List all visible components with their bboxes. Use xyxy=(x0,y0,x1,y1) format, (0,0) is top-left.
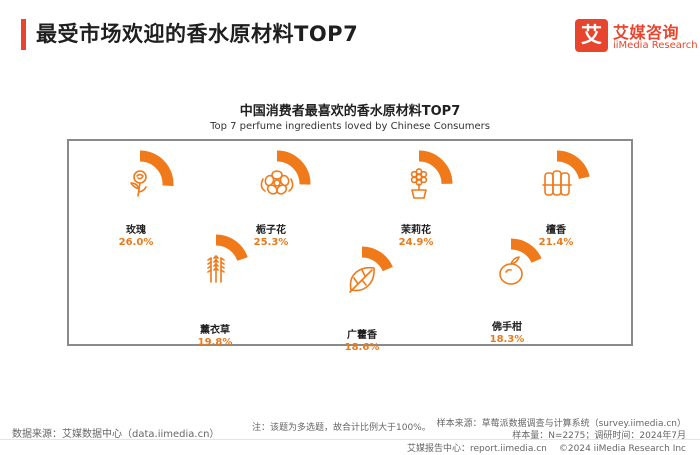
chart-subtitle: Top 7 perfume ingredients loved by Chine… xyxy=(210,121,490,132)
sample-source-note: 样本来源：草莓派数据调查与计算系统（survey.iimedia.cn） xyxy=(436,419,686,429)
footer-divider xyxy=(0,439,700,440)
page-title: 最受市场欢迎的香水原材料TOP7 xyxy=(36,22,359,46)
data-source-note: 数据来源：艾媒数据中心（data.iimedia.cn） xyxy=(12,429,220,440)
logo-name-cn: 艾媒咨询 xyxy=(613,23,680,42)
chart-frame xyxy=(67,139,633,346)
chart-title: 中国消费者最喜欢的香水原材料TOP7 xyxy=(239,104,461,119)
sample-info-note: 样本量：N=2275；调研时间：2024年7月 xyxy=(512,431,686,441)
iimedia-logo: 艾 艾媒咨询 iiMedia Research xyxy=(575,19,698,53)
footer-bottom: 艾媒报告中心：report.iimedia.cn ©2024 iiMedia Re… xyxy=(407,441,686,454)
logo-name-en: iiMedia Research xyxy=(613,40,698,51)
title-accent-bar xyxy=(21,19,26,50)
multiple-choice-note: 注：该题为多选题，故合计比例大于100%。 xyxy=(252,423,431,433)
report-center-link[interactable]: 艾媒报告中心：report.iimedia.cn xyxy=(406,444,547,454)
copyright-text: ©2024 iiMedia Research Inc xyxy=(558,444,686,454)
logo-mark: 艾 xyxy=(575,19,608,52)
